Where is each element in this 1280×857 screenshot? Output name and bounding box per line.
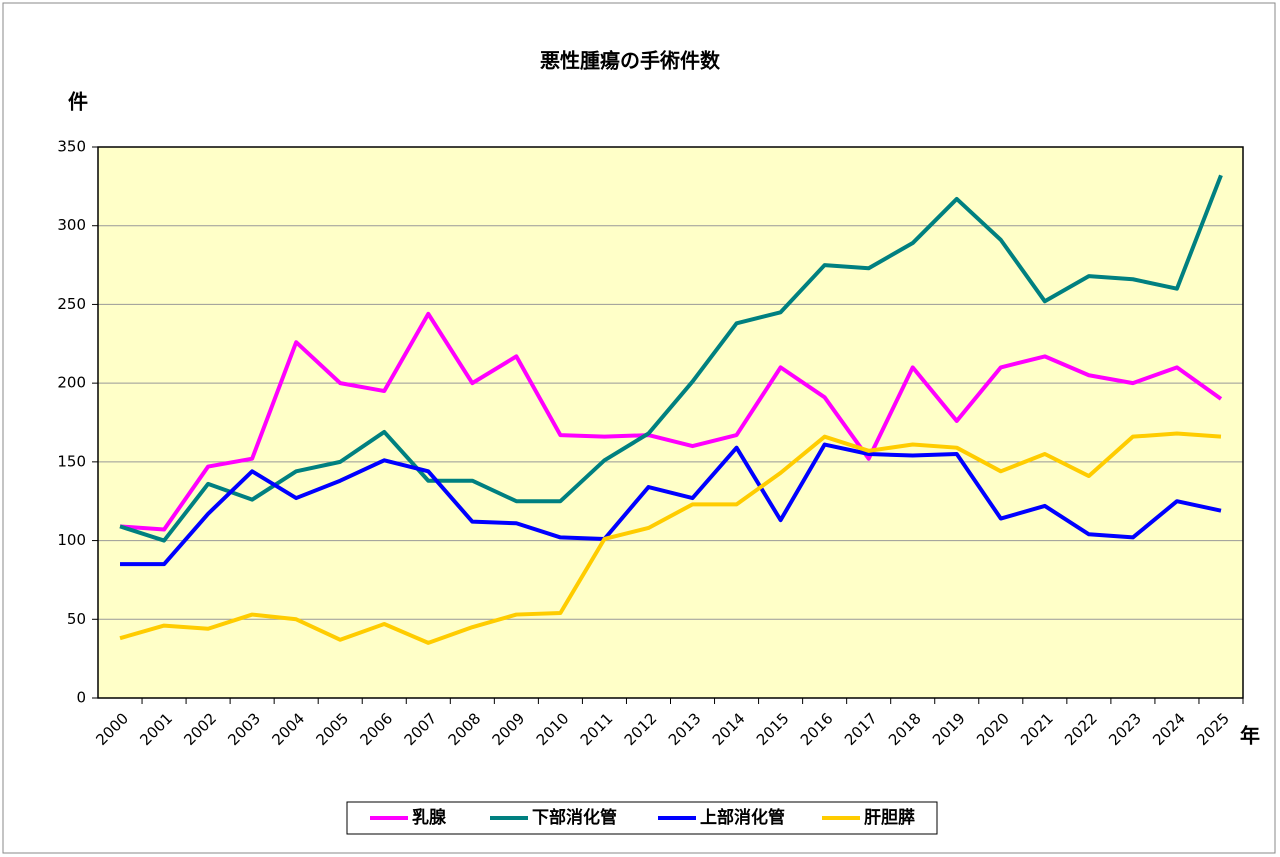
y-axis-label: 件 (68, 90, 88, 114)
series-line (119, 174, 1223, 543)
y-tick-label: 350 (57, 138, 86, 156)
y-tick-label: 150 (57, 452, 86, 470)
series-line (119, 311, 1223, 532)
legend-label: 下部消化管 (532, 807, 617, 828)
y-tick-label: 300 (57, 216, 86, 234)
y-tick-label: 50 (67, 610, 86, 628)
x-axis-label: 年 (1240, 724, 1260, 748)
y-tick-label: 250 (57, 295, 86, 313)
chart-title: 悪性腫瘍の手術件数 (540, 49, 721, 73)
plot-area (98, 147, 1243, 698)
legend-label: 肝胆膵 (864, 807, 915, 828)
legend-label: 上部消化管 (700, 807, 785, 828)
y-tick-label: 100 (57, 531, 86, 549)
series-line (120, 442, 1222, 567)
y-tick-label: 0 (76, 689, 86, 707)
series-line (119, 431, 1222, 645)
legend-label: 乳腺 (412, 807, 447, 828)
y-tick-label: 200 (57, 374, 86, 392)
